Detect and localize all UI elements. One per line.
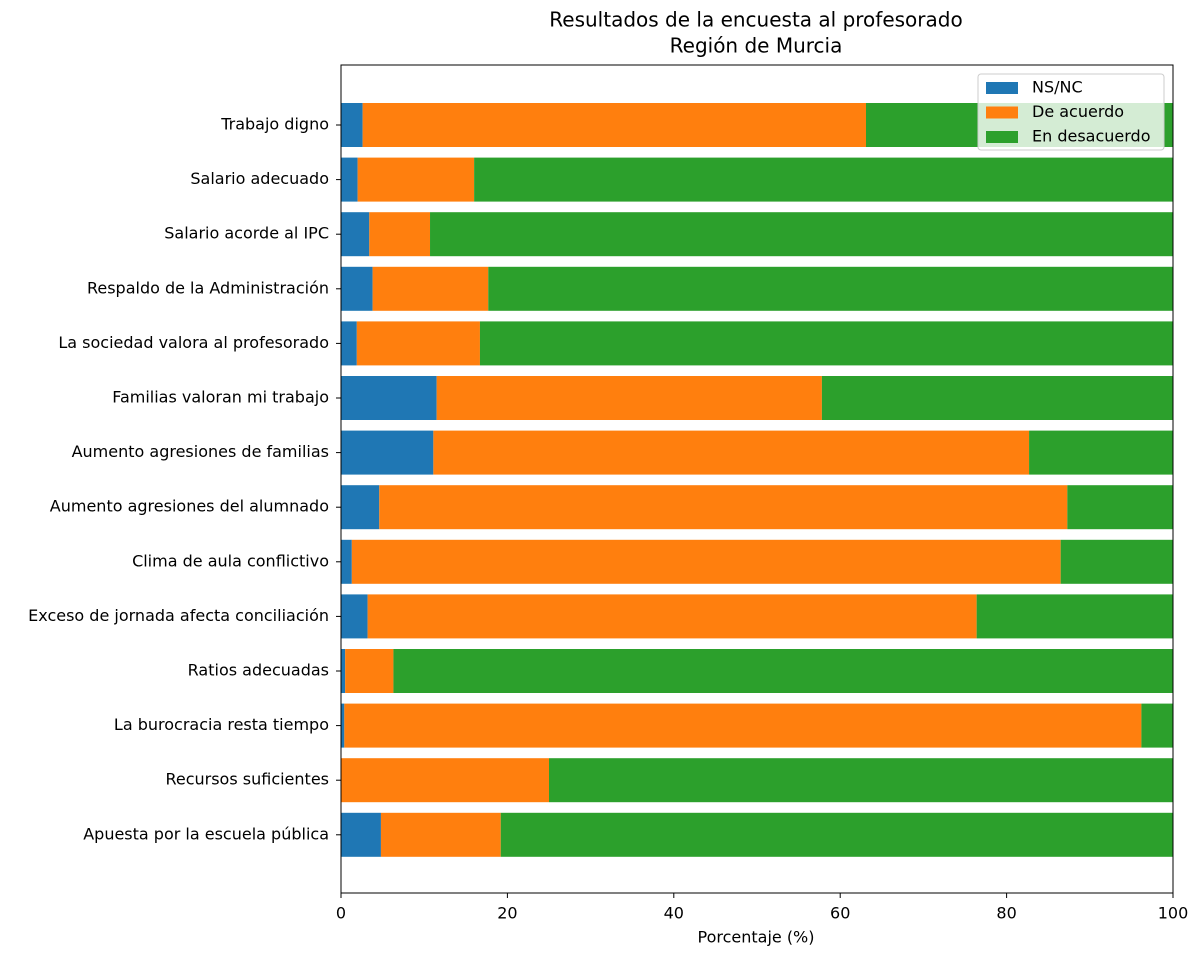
bar-segment	[430, 212, 1173, 257]
chart-subtitle: Región de Murcia	[670, 34, 843, 58]
bar-segment	[341, 812, 381, 857]
plot-frame	[340, 64, 1174, 894]
bar-segment	[1029, 430, 1173, 475]
bar-segment	[341, 212, 370, 257]
y-tick-label: Trabajo digno	[220, 115, 329, 134]
bar-segment	[341, 321, 357, 366]
bar-segment	[367, 594, 977, 639]
bar-segment	[380, 812, 501, 857]
x-tick-label: 20	[497, 904, 517, 923]
y-tick-label: La sociedad valora al profesorado	[58, 333, 329, 352]
y-tick-label: Salario acorde al IPC	[164, 224, 329, 243]
legend-label: De acuerdo	[1032, 102, 1124, 121]
bar-segment	[351, 539, 1061, 584]
x-tick-label: 0	[336, 904, 346, 923]
bar-segment	[821, 376, 1173, 420]
bar-segment	[341, 594, 368, 639]
x-tick-label: 60	[830, 904, 850, 923]
bar-segment	[341, 539, 352, 584]
legend-label: En desacuerdo	[1032, 127, 1151, 146]
bar-segment	[357, 157, 475, 202]
bar-segment	[433, 430, 1030, 475]
bar-segment	[344, 703, 1142, 748]
y-tick-label: Recursos suficientes	[165, 770, 329, 789]
bar-segment	[500, 812, 1173, 857]
bar-segment	[379, 485, 1068, 530]
bar-segment	[341, 266, 373, 311]
bar-segment	[1067, 485, 1173, 530]
bar-segment	[474, 157, 1173, 202]
bar-segment	[341, 157, 358, 202]
legend-swatch	[986, 82, 1018, 94]
y-tick-label: Salario adecuado	[190, 169, 329, 188]
y-tick-label: Clima de aula conflictivo	[132, 551, 329, 570]
y-tick-label: Exceso de jornada afecta conciliación	[28, 606, 329, 625]
bar-segment	[345, 649, 394, 693]
legend-swatch	[986, 106, 1018, 119]
bar-segment	[976, 594, 1173, 639]
bar-segment	[369, 212, 431, 257]
bar-segment	[1060, 539, 1173, 584]
y-tick-label: Ratios adecuadas	[188, 661, 329, 680]
bar-segment	[362, 103, 866, 147]
x-tick-label: 80	[996, 904, 1016, 923]
bar-segment	[341, 376, 437, 420]
bar-segment	[341, 649, 346, 693]
chart-title: Resultados de la encuesta al profesorado	[549, 8, 962, 32]
y-tick-label: Familias valoran mi trabajo	[112, 388, 329, 407]
bar-segment	[393, 649, 1173, 693]
bar-segment	[341, 758, 549, 803]
y-tick-label: Aumento agresiones del alumnado	[50, 497, 329, 516]
y-tick-label: Apuesta por la escuela pública	[83, 824, 329, 843]
y-tick-label: La burocracia resta tiempo	[114, 715, 329, 734]
bar-segment	[356, 321, 480, 366]
bar-segment	[341, 703, 345, 748]
y-tick-label: Aumento agresiones de familias	[72, 442, 329, 461]
bar-segment	[1141, 703, 1173, 748]
bar-segment	[372, 266, 489, 311]
y-tick-label: Respaldo de la Administración	[87, 278, 329, 297]
bar-segment	[479, 321, 1174, 366]
bar-segment	[549, 758, 1173, 803]
bar-segment	[436, 376, 822, 420]
x-tick-label: 40	[664, 904, 684, 923]
legend-box	[977, 73, 1165, 151]
x-tick-label: 100	[1158, 904, 1189, 923]
bar-segment	[341, 485, 380, 530]
bar-segment	[488, 266, 1173, 311]
legend-swatch	[986, 131, 1018, 143]
legend: NS/NC De acuerdo En desacuerdo	[977, 73, 1165, 151]
bar-segment	[341, 430, 434, 475]
legend-label: NS/NC	[1032, 78, 1083, 97]
x-axis-label: Porcentaje (%)	[697, 928, 814, 947]
bar-segment	[341, 103, 363, 147]
